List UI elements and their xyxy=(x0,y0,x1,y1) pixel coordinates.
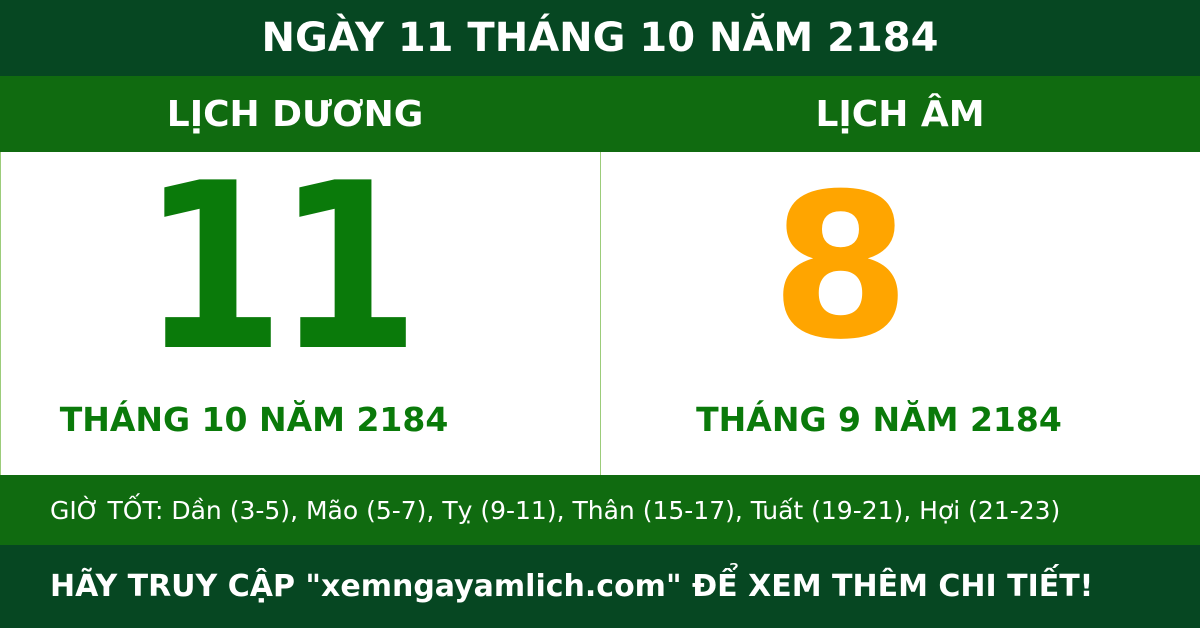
solar-day: 11 xyxy=(141,135,420,402)
lunar-month-year: THÁNG 9 NĂM 2184 xyxy=(696,400,1062,439)
calendar-body: 11 THÁNG 10 NĂM 2184 8 THÁNG 9 NĂM 2184 xyxy=(0,152,1200,475)
solar-panel: 11 THÁNG 10 NĂM 2184 xyxy=(0,152,600,475)
lunar-day: 8 xyxy=(771,151,911,384)
page-title: NGÀY 11 THÁNG 10 NĂM 2184 xyxy=(0,0,1200,76)
footer-cta: HÃY TRUY CẬP "xemngayamlich.com" ĐỂ XEM … xyxy=(0,545,1200,628)
lunar-panel: 8 THÁNG 9 NĂM 2184 xyxy=(600,152,1200,475)
solar-calendar-header: LỊCH DƯƠNG xyxy=(0,76,600,152)
solar-month-year: THÁNG 10 NĂM 2184 xyxy=(59,400,449,439)
lunar-calendar-header: LỊCH ÂM xyxy=(600,76,1200,152)
good-hours: GIỜ TỐT: Dần (3-5), Mão (5-7), Tỵ (9-11)… xyxy=(0,475,1200,545)
